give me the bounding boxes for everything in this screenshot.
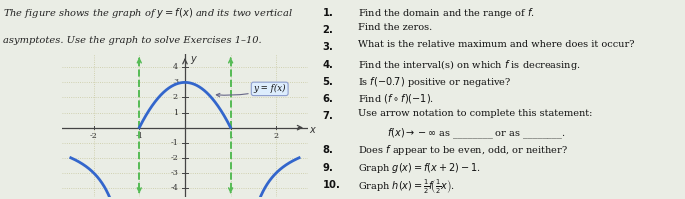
Text: Is $f(-0.7)$ positive or negative?: Is $f(-0.7)$ positive or negative? <box>358 75 512 89</box>
Text: $\mathbf{6.}$: $\mathbf{6.}$ <box>322 92 334 104</box>
Text: $\mathbf{3.}$: $\mathbf{3.}$ <box>322 40 334 52</box>
Text: $\mathbf{8.}$: $\mathbf{8.}$ <box>322 143 334 155</box>
Text: Does $f$ appear to be even, odd, or neither?: Does $f$ appear to be even, odd, or neit… <box>358 143 569 157</box>
Text: $\mathbf{10.}$: $\mathbf{10.}$ <box>322 178 340 190</box>
Text: 3: 3 <box>173 78 178 86</box>
Text: 4: 4 <box>173 63 178 71</box>
Text: $f(x)\to -\infty$ as ________ or as ________.: $f(x)\to -\infty$ as ________ or as ____… <box>387 126 566 141</box>
Text: $x$: $x$ <box>309 125 317 135</box>
Text: 1: 1 <box>173 108 178 117</box>
Text: The figure shows the graph of $y = f(x)$ and its two vertical: The figure shows the graph of $y = f(x)$… <box>3 6 293 20</box>
Text: Find the interval(s) on which $f$ is decreasing.: Find the interval(s) on which $f$ is dec… <box>358 58 581 71</box>
Text: -2: -2 <box>90 132 97 140</box>
Text: 2: 2 <box>173 94 178 101</box>
Text: y = f(x): y = f(x) <box>216 84 286 97</box>
Text: asymptotes. Use the graph to solve Exercises 1–10.: asymptotes. Use the graph to solve Exerc… <box>3 36 262 45</box>
Text: $\mathbf{7.}$: $\mathbf{7.}$ <box>322 109 334 121</box>
Text: -4: -4 <box>171 184 178 192</box>
Text: $\mathbf{5.}$: $\mathbf{5.}$ <box>322 75 334 87</box>
Text: -3: -3 <box>171 169 178 177</box>
Text: 2: 2 <box>274 132 279 140</box>
Text: Use arrow notation to complete this statement:: Use arrow notation to complete this stat… <box>358 109 593 118</box>
Text: 1: 1 <box>228 132 233 140</box>
Text: $\mathbf{9.}$: $\mathbf{9.}$ <box>322 161 334 173</box>
Text: Graph $h(x) = \frac{1}{2}f\!\left(\frac{1}{2}x\right)$.: Graph $h(x) = \frac{1}{2}f\!\left(\frac{… <box>358 178 456 196</box>
Text: $\mathbf{2.}$: $\mathbf{2.}$ <box>322 23 334 35</box>
Text: $\mathbf{1.}$: $\mathbf{1.}$ <box>322 6 334 18</box>
Text: -1: -1 <box>136 132 143 140</box>
Text: What is the relative maximum and where does it occur?: What is the relative maximum and where d… <box>358 40 635 49</box>
Text: -2: -2 <box>171 154 178 162</box>
Text: Find $(f\circ f)(-1)$.: Find $(f\circ f)(-1)$. <box>358 92 434 105</box>
Text: Graph $g(x) = f(x + 2) - 1$.: Graph $g(x) = f(x + 2) - 1$. <box>358 161 481 175</box>
Text: $\mathbf{4.}$: $\mathbf{4.}$ <box>322 58 334 69</box>
Text: $y$: $y$ <box>190 55 199 66</box>
Text: -1: -1 <box>171 139 178 147</box>
Text: Find the domain and the range of $f$.: Find the domain and the range of $f$. <box>358 6 535 20</box>
Text: Find the zeros.: Find the zeros. <box>358 23 432 32</box>
